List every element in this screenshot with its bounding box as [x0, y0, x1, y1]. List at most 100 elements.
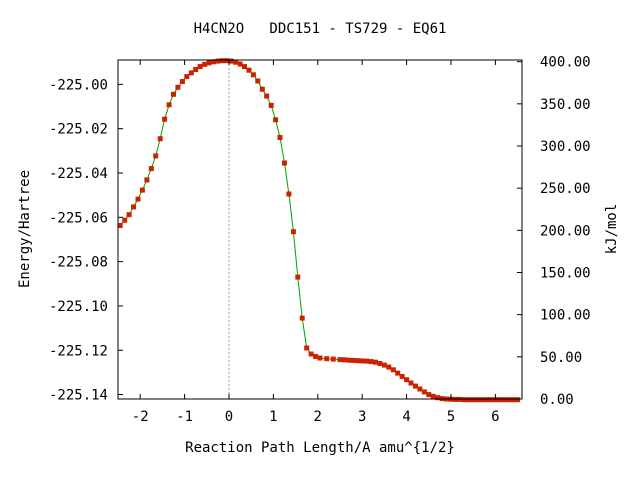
data-point	[246, 67, 252, 73]
data-point	[179, 79, 185, 84]
data-point	[171, 91, 176, 97]
data-point	[290, 229, 296, 235]
y2-tick-label: 150.00	[540, 266, 591, 282]
data-point	[242, 64, 247, 70]
data-point	[341, 357, 347, 363]
data-point	[399, 373, 405, 379]
data-point	[193, 67, 199, 72]
data-point	[497, 397, 503, 403]
data-point	[373, 359, 378, 365]
data-point	[501, 397, 507, 403]
data-point	[175, 84, 181, 90]
data-point	[264, 93, 270, 99]
data-point	[390, 367, 396, 373]
data-point	[211, 59, 216, 65]
data-point	[395, 370, 401, 376]
data-point	[308, 351, 314, 357]
data-point	[337, 357, 343, 363]
x-tick-label: -2	[132, 409, 149, 425]
data-point	[377, 361, 383, 366]
data-point	[413, 383, 418, 389]
y2-tick-label: 250.00	[540, 181, 591, 197]
y2-tick-label: 0.00	[540, 392, 574, 408]
data-point	[188, 70, 194, 76]
x-tick-label: 4	[402, 409, 410, 425]
data-point	[426, 392, 432, 398]
data-point	[304, 345, 310, 351]
data-point	[408, 380, 414, 386]
data-point	[228, 58, 234, 64]
y-tick-label: -225.02	[49, 122, 108, 138]
data-point	[135, 196, 141, 202]
data-point	[206, 60, 212, 66]
y2-tick-label: 350.00	[540, 97, 591, 113]
data-point	[268, 102, 274, 108]
x-tick-label: 3	[358, 409, 366, 425]
data-point	[435, 395, 441, 401]
data-point	[219, 58, 225, 64]
x-tick-label: -1	[176, 409, 193, 425]
data-point	[202, 61, 208, 67]
data-point	[350, 357, 356, 363]
data-point	[475, 397, 481, 403]
y-tick-label: -225.14	[49, 388, 108, 404]
data-point	[224, 58, 230, 64]
x-tick-label: 5	[447, 409, 455, 425]
y2-tick-label: 300.00	[540, 139, 591, 155]
data-point	[510, 397, 516, 403]
data-point	[237, 61, 243, 67]
data-point	[255, 78, 261, 84]
y-tick-label: -225.04	[49, 166, 108, 182]
data-point	[166, 102, 172, 108]
data-point	[250, 72, 256, 78]
y2-tick-label: 50.00	[540, 350, 582, 366]
data-point	[368, 359, 374, 365]
data-point	[117, 223, 123, 228]
y-tick-label: -225.06	[49, 210, 108, 226]
data-point	[324, 356, 330, 362]
data-point	[295, 274, 301, 280]
data-point	[421, 389, 427, 395]
data-point	[386, 364, 392, 370]
data-point	[144, 177, 150, 183]
x-tick-label: 2	[314, 409, 322, 425]
data-point	[282, 160, 287, 166]
data-point	[162, 116, 168, 122]
y2-axis-label: kJ/mol	[604, 204, 620, 255]
data-point	[359, 358, 365, 364]
y-tick-label: -225.10	[49, 299, 108, 315]
data-point	[466, 397, 472, 403]
data-point	[364, 358, 370, 364]
data-point	[470, 397, 476, 403]
data-point	[184, 74, 190, 80]
data-point	[286, 191, 292, 197]
data-point	[313, 354, 319, 359]
data-point	[430, 393, 436, 399]
data-point	[506, 397, 512, 403]
data-point	[233, 59, 239, 65]
plot-frame	[117, 59, 523, 400]
data-point	[355, 358, 361, 364]
data-point	[488, 397, 494, 403]
series-line	[119, 60, 518, 401]
y-tick-label: -225.08	[49, 255, 108, 271]
data-point	[299, 315, 305, 321]
y2-tick-label: 400.00	[540, 55, 591, 71]
data-point	[153, 153, 159, 159]
y-axis-label: Energy/Hartree	[17, 170, 33, 288]
data-point	[139, 187, 145, 193]
data-point	[330, 356, 336, 362]
data-point	[381, 362, 387, 368]
data-point	[461, 397, 467, 403]
data-point	[148, 166, 154, 172]
y2-tick-label: 100.00	[540, 308, 591, 324]
data-point	[277, 135, 283, 140]
data-point	[417, 386, 423, 392]
data-point	[317, 355, 323, 361]
data-point	[346, 357, 352, 363]
x-tick-label: 1	[269, 409, 277, 425]
data-point	[131, 204, 136, 210]
data-point	[157, 136, 163, 142]
y-tick-label: -225.12	[49, 343, 108, 359]
